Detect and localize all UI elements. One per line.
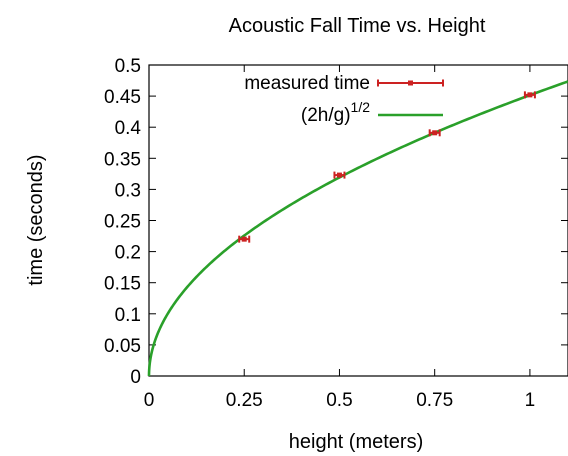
legend-point: [408, 80, 413, 86]
x-tick-label: 0.5: [326, 390, 352, 411]
x-tick-label: 0: [144, 390, 155, 411]
measured-point: [333, 171, 346, 179]
y-tick-label: 0.4: [115, 118, 142, 139]
y-tick-label: 0.2: [115, 243, 141, 264]
y-tick-label: 0.35: [104, 149, 141, 170]
legend-marker-measured: [377, 79, 444, 87]
point-marker: [336, 172, 342, 178]
legend-label-fit-base: (2h/g): [301, 105, 351, 126]
x-axis: 0 0.25 0.5 0.75 1: [144, 65, 535, 411]
y-tick-label: 0.45: [104, 87, 141, 108]
point-marker: [432, 130, 438, 136]
y-axis: 0 0.05 0.1 0.15 0.2 0.25 0.3 0.35 0.4 0.45 0.5: [104, 56, 568, 388]
legend-label-measured: measured time: [244, 73, 370, 94]
y-tick-label: 0.3: [115, 180, 141, 201]
legend-label-fit: (2h/g)1/2: [301, 99, 370, 126]
plot-area: 0 0.05 0.1 0.15 0.2 0.25 0.3 0.35 0.4 0.45 0.5 0 0.…: [104, 56, 568, 411]
y-tick-label: 0.15: [104, 274, 141, 295]
x-tick-label: 0.25: [226, 390, 263, 411]
y-tick-label: 0.1: [115, 305, 141, 326]
y-tick-label: 0: [130, 367, 141, 388]
point-marker: [527, 92, 533, 98]
point-marker: [241, 236, 247, 242]
y-axis-label: time (seconds): [25, 154, 47, 285]
measured-point: [238, 235, 251, 243]
legend-label-fit-exponent: 1/2: [351, 99, 371, 115]
x-tick-label: 1: [525, 390, 536, 411]
chart-title: Acoustic Fall Time vs. Height: [229, 15, 486, 37]
y-tick-label: 0.05: [104, 336, 141, 357]
measured-point: [523, 91, 536, 99]
y-tick-label: 0.5: [115, 56, 141, 77]
measured-points: [238, 91, 536, 243]
x-tick-label: 0.75: [416, 390, 453, 411]
legend: measured time (2h/g)1/2: [244, 73, 444, 126]
y-tick-label: 0.25: [104, 212, 141, 233]
measured-point: [428, 129, 441, 137]
fit-curve: [147, 80, 568, 376]
x-axis-label: height (meters): [289, 431, 424, 453]
